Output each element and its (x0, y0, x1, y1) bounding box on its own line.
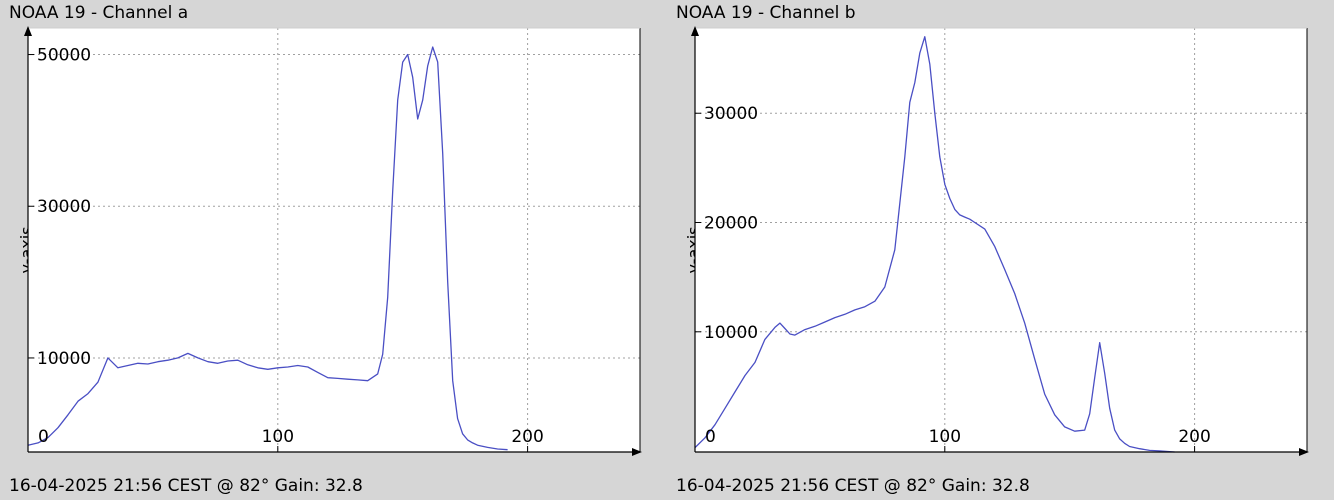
x-tick-label: 200 (511, 427, 543, 447)
chart-title: NOAA 19 - Channel b (676, 3, 856, 23)
status-footer: 16-04-2025 21:56 CEST @ 82° Gain: 32.8 (9, 476, 363, 496)
x-tick-label: 100 (262, 427, 294, 447)
x-tick-label: 0 (705, 427, 716, 447)
y-tick-label: 10000 (37, 349, 91, 369)
y-tick-label: 20000 (704, 214, 758, 234)
x-tick-label: 200 (1178, 427, 1210, 447)
y-tick-label: 10000 (704, 323, 758, 343)
y-tick-label: 30000 (704, 104, 758, 124)
y-tick-label: 50000 (37, 46, 91, 66)
chart-plot-b: 10000 20000 30000 0 100 200 (691, 26, 1309, 456)
y-axis-arrow (24, 26, 32, 36)
chart-title: NOAA 19 - Channel a (9, 3, 189, 23)
y-tick-label: 30000 (37, 197, 91, 217)
x-axis-arrow (632, 448, 642, 456)
chart-panel-a: NOAA 19 - Channel a y-axis 10000 30000 500… (9, 3, 642, 496)
series-line-0 (27, 46, 508, 451)
x-tick-label: 0 (38, 427, 49, 447)
chart-panel-b: NOAA 19 - Channel b y-axis 10000 20000 300… (667, 0, 1334, 500)
series-line-0 (694, 36, 1175, 453)
chart-plot-a: 10000 30000 50000 0 100 200 (24, 26, 642, 456)
x-axis-arrow (1299, 448, 1309, 456)
y-axis-arrow (691, 26, 699, 36)
plot-area (695, 28, 1307, 452)
status-footer: 16-04-2025 21:56 CEST @ 82° Gain: 32.8 (676, 476, 1030, 496)
x-tick-label: 100 (929, 427, 961, 447)
plot-area (28, 28, 640, 452)
